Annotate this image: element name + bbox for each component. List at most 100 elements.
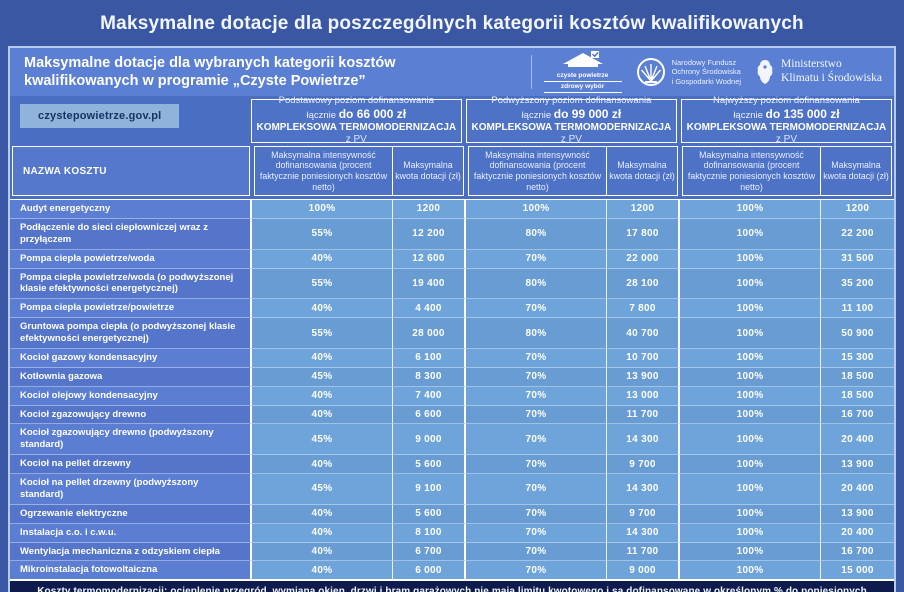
highest-amount-value: 20 400 xyxy=(821,474,894,505)
highest-intensity-value: 100% xyxy=(680,424,821,456)
elevated-intensity-value: 70% xyxy=(466,474,607,505)
table-row: Kocioł zgazowujący drewno 40% 6 600 70% … xyxy=(10,405,894,425)
highest-amount-value: 1200 xyxy=(821,200,894,219)
basic-intensity-value: 40% xyxy=(252,299,393,319)
amount-header: Maksymalna kwota dotacji (zł) xyxy=(823,160,889,181)
table-header-columns: NAZWA KOSZTU Maksymalna intensywność dof… xyxy=(10,146,894,196)
elevated-intensity-value: 70% xyxy=(466,542,607,562)
basic-amount-value: 6 700 xyxy=(393,542,466,562)
footnote-bar: Koszty termomodernizacji: ocieplenie prz… xyxy=(10,581,894,592)
name-column-header: NAZWA KOSZTU xyxy=(12,146,250,196)
logo-ministry-text: Ministerstwo Klimatu i Środowiska xyxy=(781,58,882,84)
highest-amount-value: 31 500 xyxy=(821,249,894,269)
tree-circle-icon xyxy=(636,57,666,87)
table-row: Gruntowa pompa ciepła (o podwyższonej kl… xyxy=(10,318,894,349)
table-row: Pompa ciepła powietrze/powietrze 40% 4 4… xyxy=(10,299,894,319)
table-row: Ogrzewanie elektryczne 40% 5 600 70% 9 7… xyxy=(10,504,894,524)
elevated-intensity-value: 70% xyxy=(466,249,607,269)
basic-intensity-value: 100% xyxy=(252,200,393,219)
table-row: Kocioł zgazowujący drewno (podwyższony s… xyxy=(10,424,894,456)
elevated-intensity-value: 70% xyxy=(466,523,607,543)
highest-intensity-value: 100% xyxy=(680,299,821,319)
highest-intensity-value: 100% xyxy=(680,268,821,300)
highest-amount-value: 18 500 xyxy=(821,367,894,387)
panel-title: Maksymalne dotacje dla wybranych kategor… xyxy=(24,54,519,90)
panel-title-line1: Maksymalne dotacje dla wybranych kategor… xyxy=(24,54,396,71)
intensity-header: Maksymalna intensywność dofinansowania (… xyxy=(683,147,821,195)
basic-amount-value: 5 600 xyxy=(393,455,466,474)
basic-amount-value: 7 400 xyxy=(393,386,466,406)
panel-header: Maksymalne dotacje dla wybranych kategor… xyxy=(10,48,894,96)
basic-intensity-value: 40% xyxy=(252,561,393,580)
elevated-intensity-value: 70% xyxy=(466,424,607,456)
basic-amount-value: 6 000 xyxy=(393,561,466,580)
highest-intensity-value: 100% xyxy=(680,474,821,505)
logo-czyste-powietrze-line2: zdrowy wybór xyxy=(543,83,622,94)
highest-intensity-value: 100% xyxy=(680,318,821,349)
basic-intensity-value: 40% xyxy=(252,523,393,543)
cost-name: Pompa ciepła powietrze/woda xyxy=(10,249,252,269)
subheader-highest: Maksymalna intensywność dofinansowania (… xyxy=(682,146,892,196)
header-divider xyxy=(530,55,532,89)
highest-intensity-value: 100% xyxy=(680,249,821,269)
logo-ministry: Ministerstwo Klimatu i Środowiska xyxy=(755,58,882,86)
amount-header: Maksymalna kwota dotacji (zł) xyxy=(609,160,675,181)
highest-amount-value: 15 300 xyxy=(821,348,894,368)
elevated-amount-value: 9 700 xyxy=(607,504,680,524)
highest-intensity-value: 100% xyxy=(680,200,821,219)
elevated-intensity-value: 70% xyxy=(466,561,607,580)
main-panel: Maksymalne dotacje dla wybranych kategor… xyxy=(8,46,896,592)
cost-name: Kocioł zgazowujący drewno xyxy=(10,405,252,425)
logo-czyste-powietrze: czyste powietrze zdrowy wybór xyxy=(543,50,622,94)
highest-amount-value: 22 200 xyxy=(821,218,894,250)
highest-amount-value: 11 100 xyxy=(821,299,894,319)
elevated-amount-value: 40 700 xyxy=(607,318,680,349)
elevated-intensity-value: 70% xyxy=(466,405,607,425)
highest-intensity-value: 100% xyxy=(680,455,821,474)
cost-name: Podłączenie do sieci ciepłowniczej wraz … xyxy=(10,218,252,250)
cost-name: Kocioł zgazowujący drewno (podwyższony s… xyxy=(10,424,252,456)
highest-amount-value: 13 900 xyxy=(821,504,894,524)
basic-amount-value: 9 100 xyxy=(393,474,466,505)
table-row: Instalacja c.o. i c.w.u. 40% 8 100 70% 1… xyxy=(10,523,894,543)
elevated-intensity-value: 100% xyxy=(466,200,607,219)
logo-czyste-powietrze-line1: czyste powietrze xyxy=(543,72,622,82)
basic-intensity-value: 45% xyxy=(252,367,393,387)
table-row: Mikroinstalacja fotowoltaiczna 40% 6 000… xyxy=(10,561,894,580)
table-row: Kocioł olejowy kondensacyjny 40% 7 400 7… xyxy=(10,386,894,406)
elevated-intensity-value: 80% xyxy=(466,218,607,250)
elevated-amount-value: 10 700 xyxy=(607,348,680,368)
group-header-elevated: Podwyższony poziom dofinansowania łączni… xyxy=(465,95,677,145)
elevated-intensity-value: 70% xyxy=(466,367,607,387)
elevated-intensity-value: 70% xyxy=(466,386,607,406)
basic-amount-value: 8 100 xyxy=(393,523,466,543)
basic-amount-value: 6 600 xyxy=(393,405,466,425)
basic-intensity-value: 40% xyxy=(252,405,393,425)
highest-intensity-value: 100% xyxy=(680,523,821,543)
elevated-amount-value: 13 000 xyxy=(607,386,680,406)
basic-amount-value: 1200 xyxy=(393,200,466,219)
elevated-intensity-value: 80% xyxy=(466,268,607,300)
elevated-intensity-value: 70% xyxy=(466,299,607,319)
table-header-groups: czystepowietrze.gov.pl Podstawowy poziom… xyxy=(10,95,894,145)
basic-intensity-value: 40% xyxy=(252,542,393,562)
elevated-amount-value: 13 900 xyxy=(607,367,680,387)
cost-name: Kotłownia gazowa xyxy=(10,367,252,387)
elevated-amount-value: 14 300 xyxy=(607,474,680,505)
highest-intensity-value: 100% xyxy=(680,367,821,387)
highest-intensity-value: 100% xyxy=(680,405,821,425)
basic-amount-value: 5 600 xyxy=(393,504,466,524)
elevated-intensity-value: 70% xyxy=(466,455,607,474)
cost-name: Mikroinstalacja fotowoltaiczna xyxy=(10,561,252,580)
elevated-amount-value: 22 000 xyxy=(607,249,680,269)
cost-name: Audyt energetyczny xyxy=(10,200,252,219)
highest-amount-value: 15 000 xyxy=(821,561,894,580)
elevated-amount-value: 11 700 xyxy=(607,542,680,562)
table-row: Kotłownia gazowa 45% 8 300 70% 13 900 10… xyxy=(10,367,894,387)
panel-title-line2: kwalifikowanych w programie „Czyste Powi… xyxy=(24,73,366,89)
table-row: Podłączenie do sieci ciepłowniczej wraz … xyxy=(10,218,894,250)
website-badge[interactable]: czystepowietrze.gov.pl xyxy=(20,104,180,128)
cost-name: Instalacja c.o. i c.w.u. xyxy=(10,523,252,543)
highest-amount-value: 16 700 xyxy=(821,405,894,425)
basic-intensity-value: 45% xyxy=(252,424,393,456)
